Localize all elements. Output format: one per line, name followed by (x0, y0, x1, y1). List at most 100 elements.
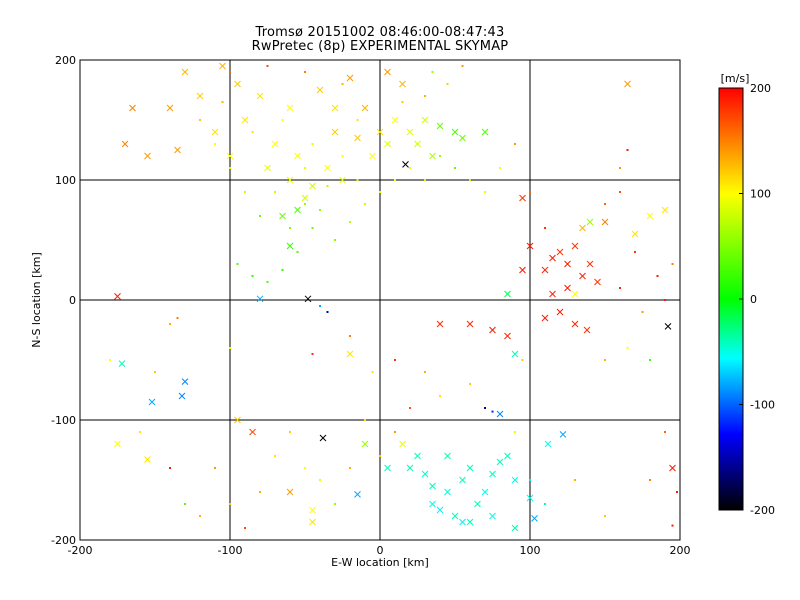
data-point-x (301, 194, 309, 202)
data-point-x (361, 440, 369, 448)
y-tick-label: 0 (69, 294, 76, 307)
colorbar-unit-label: [m/s] (721, 72, 750, 85)
data-point-x (399, 440, 406, 448)
data-point-dot (229, 167, 231, 169)
data-point-dot (649, 479, 651, 481)
data-point-dot (671, 263, 674, 265)
data-point-x (579, 272, 586, 280)
data-point-x (544, 440, 552, 448)
data-point-dot (214, 143, 216, 145)
data-point-x (429, 152, 436, 160)
data-point-x (399, 80, 406, 88)
data-point-x (459, 518, 466, 526)
data-point-dot (671, 524, 674, 527)
data-point-dot (521, 359, 524, 361)
data-point-x (571, 290, 579, 298)
data-point-dot (656, 275, 659, 277)
data-point-dot (544, 227, 546, 229)
colorbar-tick-label: 100 (750, 188, 771, 201)
data-point-x (586, 260, 594, 268)
data-point-x (459, 134, 466, 142)
data-point-x (316, 86, 324, 94)
data-point-dot (319, 479, 321, 481)
data-point-dot (326, 311, 329, 313)
data-point-x (496, 410, 504, 418)
data-point-x (384, 464, 391, 472)
data-point-x (504, 452, 511, 460)
data-point-x (391, 116, 399, 124)
data-point-dot (304, 203, 306, 205)
data-point-dot (289, 431, 291, 433)
data-point-dot (604, 515, 606, 517)
data-point-x (571, 242, 579, 250)
data-point-dot (461, 65, 464, 67)
data-points (109, 62, 678, 532)
y-axis-label: N-S location [km] (30, 252, 43, 348)
data-point-dot (244, 527, 246, 529)
data-point-dot (349, 221, 351, 223)
data-point-dot (409, 167, 411, 169)
data-point-x (583, 326, 591, 334)
data-point-x (504, 290, 511, 298)
colorbar-axis: 200 100 0 -100 -200 (739, 82, 775, 517)
data-point-dot (184, 503, 186, 505)
data-point-x (331, 128, 339, 136)
data-point-dot (394, 179, 396, 181)
data-point-dot (349, 335, 351, 337)
data-point-x (556, 308, 564, 316)
data-point-dot (379, 455, 381, 457)
data-point-x (211, 128, 219, 136)
data-point-x (579, 224, 586, 232)
data-point-dot (169, 467, 171, 469)
data-point-dot (371, 371, 374, 373)
data-point-dot (529, 191, 531, 193)
data-point-dot (634, 251, 636, 253)
y-tick-label: -100 (51, 414, 76, 427)
data-point-x (286, 242, 294, 250)
data-point-dot (664, 299, 666, 301)
data-point-x (331, 104, 339, 112)
data-point-x (669, 464, 676, 472)
data-point-dot (619, 167, 621, 169)
data-point-x (286, 104, 294, 112)
data-point-dot (529, 479, 531, 481)
colorbar-tick-label: -200 (750, 504, 775, 517)
colorbar-tick-label: 200 (750, 82, 771, 95)
data-point-x (594, 278, 601, 286)
data-point-dot (514, 143, 516, 145)
data-point-dot (214, 467, 216, 469)
data-point-x (511, 524, 519, 532)
data-point-x (121, 140, 129, 148)
data-point-x (279, 212, 286, 220)
data-point-dot (259, 491, 261, 493)
data-point-dot (229, 347, 231, 349)
data-point-x (361, 104, 369, 112)
data-point-x (384, 140, 391, 148)
data-point-dot (424, 371, 426, 373)
data-point-dot (281, 119, 284, 121)
data-point-x (309, 518, 316, 526)
data-point-dot (266, 281, 269, 283)
data-point-x (181, 378, 189, 385)
data-point-dot (199, 119, 201, 121)
data-point-dot (626, 149, 629, 151)
data-point-dot (154, 371, 156, 373)
data-point-x (421, 470, 429, 478)
data-point-x (436, 122, 444, 130)
data-point-dot (676, 491, 678, 493)
data-point-x (531, 515, 538, 522)
data-point-x (601, 218, 609, 226)
x-axis-label: E-W location [km] (331, 556, 429, 569)
data-point-x (504, 332, 511, 340)
data-point-dot (251, 131, 254, 133)
data-point-x (309, 506, 316, 514)
data-point-x (564, 260, 571, 268)
data-point-x (406, 464, 414, 472)
data-point-dot (289, 227, 291, 229)
data-point-dot (379, 191, 381, 193)
data-point-x (451, 512, 459, 520)
data-point-x (178, 392, 186, 400)
data-point-dot (311, 353, 314, 355)
data-point-dot (469, 383, 471, 385)
